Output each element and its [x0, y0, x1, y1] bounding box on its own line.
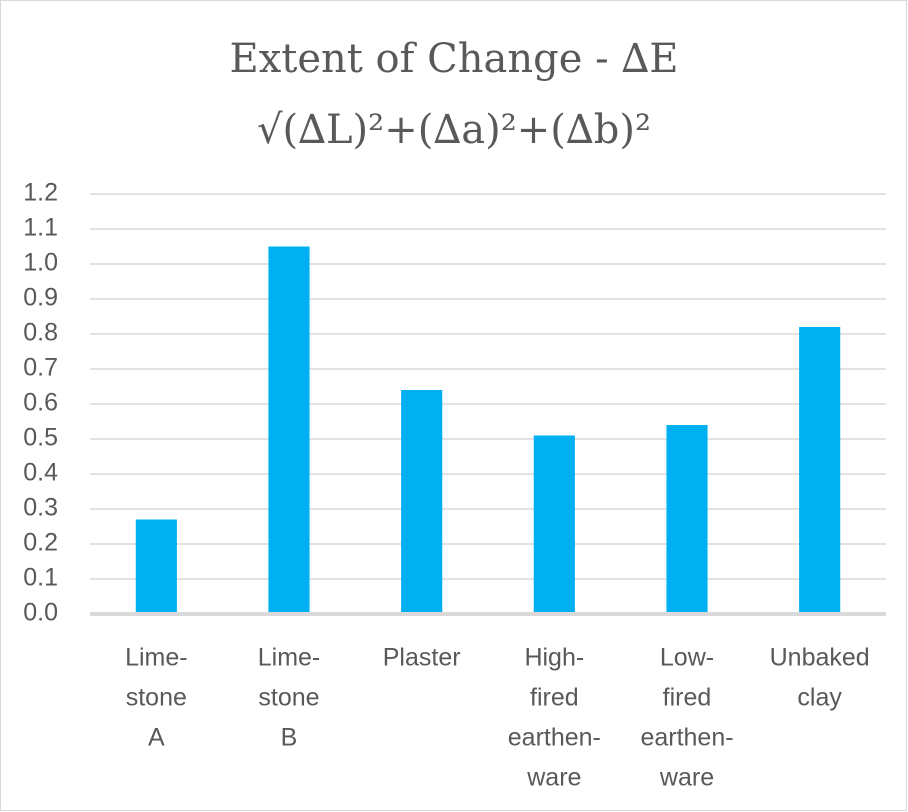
x-tick-label: A — [148, 724, 165, 752]
y-tick-label: 1.2 — [23, 179, 58, 207]
chart-subtitle: √(∆L)²+(∆a)²+(∆b)² — [257, 107, 651, 153]
x-tick-label: earthen- — [640, 724, 733, 752]
x-tick-label: stone — [126, 684, 187, 712]
y-tick-label: 0.8 — [23, 319, 58, 347]
y-tick-label: 0.0 — [23, 599, 58, 627]
bar — [401, 390, 443, 614]
y-tick-label: 0.2 — [23, 529, 58, 557]
y-tick-label: 0.3 — [23, 494, 58, 522]
y-tick-label: 0.6 — [23, 389, 58, 417]
x-tick-label: B — [281, 724, 298, 752]
x-tick-label: clay — [797, 684, 842, 712]
x-tick-label: fired — [530, 684, 579, 712]
y-tick-label: 0.5 — [23, 424, 58, 452]
y-tick-label: 0.1 — [23, 564, 58, 592]
x-tick-label: Lime- — [125, 644, 188, 672]
y-tick-label: 0.9 — [23, 284, 58, 312]
bar — [799, 327, 841, 614]
x-tick-label: ware — [526, 764, 581, 792]
x-tick-label: High- — [524, 644, 584, 672]
y-tick-label: 1.0 — [23, 249, 58, 277]
bar — [533, 435, 575, 614]
x-tick-label: ware — [659, 764, 714, 792]
x-tick-label: stone — [258, 684, 319, 712]
chart-title: Extent of Change - ∆E — [230, 36, 679, 82]
x-tick-label: Low- — [660, 644, 714, 672]
x-tick-label: Lime- — [258, 644, 321, 672]
x-tick-label: fired — [663, 684, 712, 712]
y-tick-label: 1.1 — [23, 214, 58, 242]
bar — [268, 246, 310, 614]
x-tick-label: earthen- — [508, 724, 601, 752]
y-tick-label: 0.7 — [23, 354, 58, 382]
y-tick-label: 0.4 — [23, 459, 58, 487]
bar — [666, 425, 708, 614]
x-tick-label: Unbaked — [770, 644, 870, 672]
bar — [135, 519, 177, 614]
x-tick-label: Plaster — [383, 644, 461, 672]
